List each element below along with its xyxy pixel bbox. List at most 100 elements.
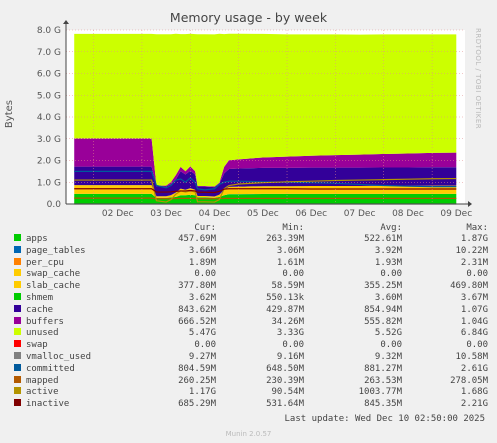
y-tick-label: 6.0 G [37,70,61,80]
legend-row-vmalloc-used: vmalloc_used 9.27M 9.16M 9.32M 10.58M [14,351,488,364]
area-buffers [74,138,457,188]
legend-series-name: mapped [14,375,156,388]
legend-series-name: per_cpu [14,257,156,270]
x-tick-labels: 02 Dec 03 Dec 04 Dec 05 Dec 06 Dec 07 Dec 08 D… [102,209,472,219]
y-tick-label: 4.0 G [37,113,61,123]
legend-swatch [14,375,21,383]
legend-max: 2.61G [460,363,488,374]
line-committed [74,170,457,191]
legend-row-swap-cache: swap_cache 0.00 0.00 0.00 0.00 [14,269,488,281]
y-tick-label: 8.0 G [37,26,61,36]
x-tick-label: 04 Dec [199,209,231,219]
legend-label: apps [26,234,48,244]
legend-swatch [14,281,21,289]
legend-swatch [14,340,21,348]
legend-avg: 555.82M [364,316,402,327]
legend-min: 429.87M [266,304,304,315]
legend-max: 1.04G [460,316,488,327]
x-tick-label: 03 Dec [150,209,182,219]
legend-avg: 1.93M [374,257,402,268]
legend-max: 1.87G [460,234,488,244]
legend-min: 90.54M [271,387,304,398]
legend-series-name: vmalloc_used [14,351,156,364]
legend-swatch [14,234,21,241]
last-update: Last update: Wed Dec 10 02:50:00 2025 [284,414,485,424]
legend-row-shmem: shmem 3.62M 550.13k 3.60M 3.67M [14,292,488,305]
legend-avg: 881.27M [364,363,402,374]
legend-label: cache [26,304,54,315]
legend-label: slab_cache [26,281,81,292]
legend-label: shmem [26,292,54,303]
legend-col-avg: Avg: [380,223,402,233]
x-tick-label: 07 Dec [344,209,376,219]
chart-title: Memory usage - by week [169,10,328,25]
x-axis-arrow [468,201,472,207]
legend-swatch [14,292,21,300]
legend-avg: 9.32M [374,351,402,362]
legend-swatch [14,257,21,265]
legend-col-max: Max: [466,223,488,233]
legend-label: page_tables [26,245,86,256]
legend-avg: 845.35M [364,399,402,410]
area-slab-cache [74,185,457,198]
legend-series-name: cache [14,304,156,317]
legend-cur: 843.62M [178,304,216,315]
legend-series-name: swap [14,340,156,352]
legend-min: 3.33G [276,328,304,339]
area-apps [74,193,457,204]
legend-label: unused [26,328,59,339]
x-tick-label: 06 Dec [295,209,327,219]
legend-max: 10.58M [455,351,488,362]
area-unused [74,33,457,187]
legend-max: 3.67M [460,292,488,303]
legend-swatch [14,245,21,253]
y-tick-label: 3.0 G [37,135,61,145]
legend-row-inactive: inactive 685.29M 531.64M 845.35M 2.21G [14,399,488,411]
legend-max: 0.00 [466,269,488,280]
legend-max: 0.00 [466,340,488,351]
legend-avg: 263.53M [364,375,402,386]
legend-max: 2.31M [460,257,488,268]
legend-max: 6.84G [460,328,488,339]
legend-row-swap: swap 0.00 0.00 0.00 0.00 [14,340,488,352]
legend-label: inactive [26,399,70,410]
rrdtool-watermark: RRDTOOL / TOBI OETIKER [474,28,482,130]
legend-swatch [14,316,21,324]
x-tick-label: 02 Dec [102,209,134,219]
legend-label: swap [26,340,48,351]
legend-max: 10.22M [455,245,488,256]
legend-cur: 377.80M [178,281,216,292]
legend-min: 1.61M [276,257,304,268]
legend-series-name: shmem [14,292,156,305]
legend-max: 1.07G [460,304,488,315]
legend-max: 278.05M [450,375,488,386]
legend-cur: 3.62M [188,292,216,303]
line-mapped [74,197,457,200]
x-tick-label: 08 Dec [392,209,424,219]
legend-col-min: Min: [282,223,304,233]
legend-row-per-cpu: per_cpu 1.89M 1.61M 1.93M 2.31M [14,257,488,270]
x-tick-label: 05 Dec [247,209,279,219]
legend-label: swap_cache [26,269,81,280]
legend-col-name [14,222,156,234]
legend-cur: 1.17G [188,387,216,398]
legend-series-name: unused [14,328,156,340]
legend-avg: 0.00 [380,269,402,280]
legend-cur: 0.00 [194,340,216,351]
legend-avg: 854.94M [364,304,402,315]
legend-cur: 260.25M [178,375,216,386]
legend-row-mapped: mapped 260.25M 230.39M 263.53M 278.05M [14,375,488,388]
legend-min: 263.39M [266,234,304,244]
legend-series-name: apps [14,234,156,246]
y-tick-label: 0.0 [47,200,62,210]
legend-max: 2.21G [460,399,488,410]
legend-cur: 9.27M [188,351,216,362]
line-active [74,177,457,203]
legend-row-cache: cache 843.62M 429.87M 854.94M 1.07G [14,304,488,317]
legend-avg: 522.61M [364,234,402,244]
legend-cur: 1.89M [188,257,216,268]
legend-min: 34.26M [271,316,304,327]
legend-cur: 0.00 [194,269,216,280]
legend-header-row: Cur: Min: Avg: Max: [14,222,488,234]
legend-row-buffers: buffers 666.52M 34.26M 555.82M 1.04G [14,316,488,329]
